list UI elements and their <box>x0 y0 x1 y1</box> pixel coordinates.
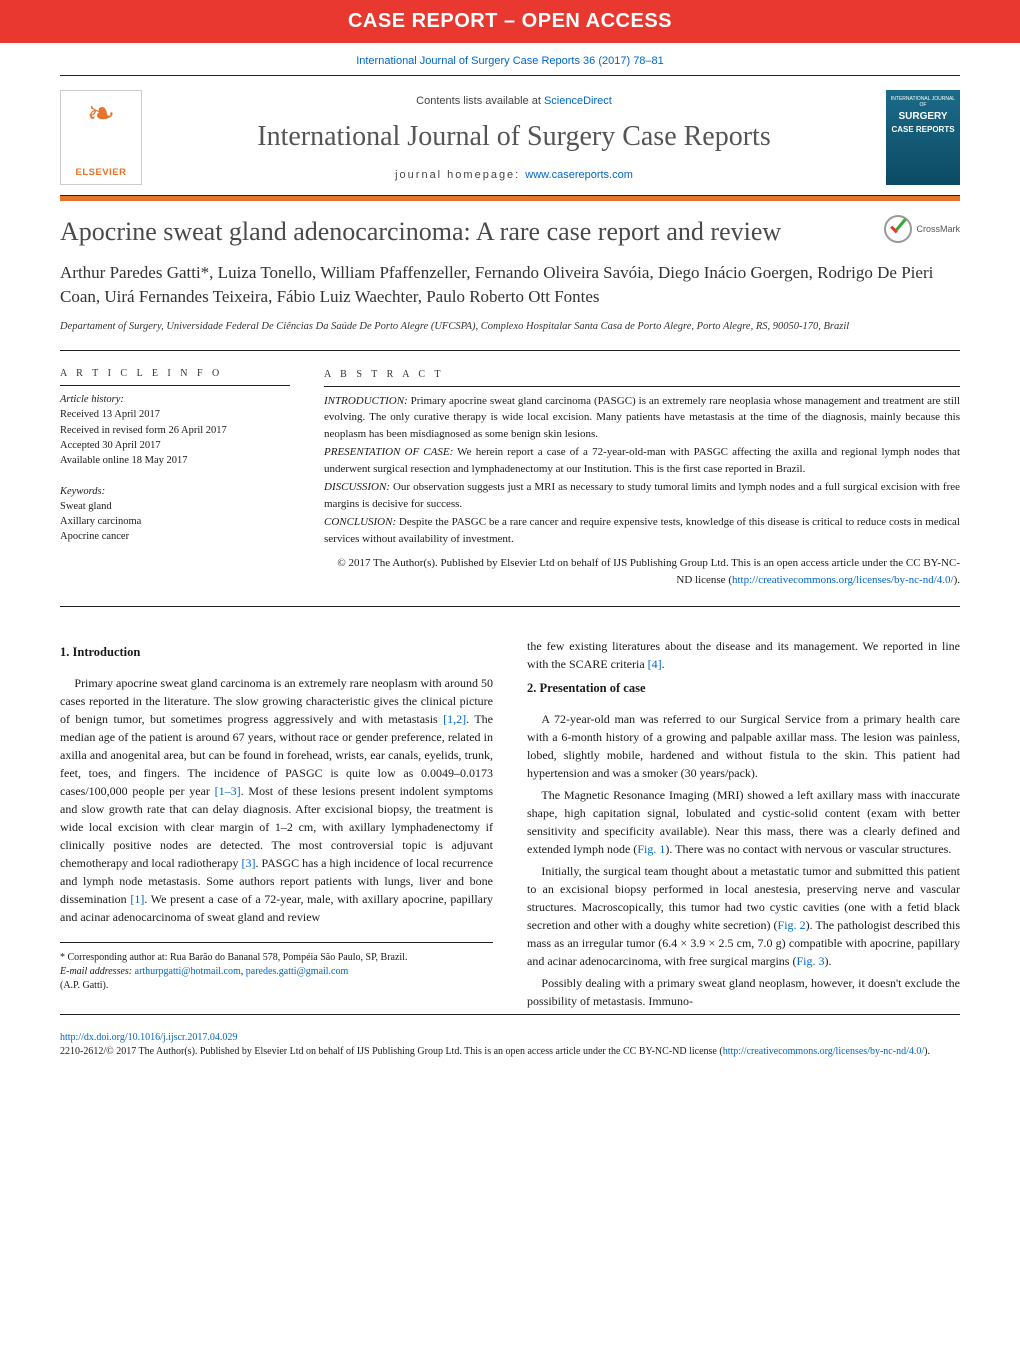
ref-3[interactable]: [3] <box>241 856 255 870</box>
case-p3: Initially, the surgical team thought abo… <box>527 862 960 970</box>
email-2[interactable]: paredes.gatti@gmail.com <box>246 966 349 977</box>
doi-link[interactable]: http://dx.doi.org/10.1016/j.ijscr.2017.0… <box>60 1032 237 1043</box>
contents-line: Contents lists available at ScienceDirec… <box>160 95 868 107</box>
case-p2: The Magnetic Resonance Imaging (MRI) sho… <box>527 786 960 858</box>
sciencedirect-link[interactable]: ScienceDirect <box>544 95 612 107</box>
ref-1[interactable]: [1] <box>130 892 144 906</box>
section-1-heading: 1. Introduction <box>60 643 493 662</box>
p4c: ). <box>824 954 831 968</box>
bottom-rule <box>60 1014 960 1015</box>
email-line: E-mail addresses: arthurpgatti@hotmail.c… <box>60 965 493 979</box>
revised-date: Received in revised form 26 April 2017 <box>60 423 290 438</box>
cover-line1: INTERNATIONAL JOURNAL OF <box>888 96 958 108</box>
received-date: Received 13 April 2017 <box>60 407 290 422</box>
abstract-heading: A B S T R A C T <box>324 367 960 382</box>
elsevier-tree-icon: ❧ <box>87 97 116 131</box>
crossmark-badge[interactable]: CrossMark <box>884 215 960 243</box>
affiliation: Departament of Surgery, Universidade Fed… <box>60 320 960 334</box>
footer-cc-link[interactable]: http://creativecommons.org/licenses/by-n… <box>723 1046 924 1057</box>
email-label: E-mail addresses: <box>60 966 135 977</box>
journal-banner: ❧ ELSEVIER Contents lists available at S… <box>0 76 1020 195</box>
accepted-date: Accepted 30 April 2017 <box>60 438 290 453</box>
p1a: Primary apocrine sweat gland carcinoma i… <box>60 676 493 726</box>
copyright-close: ). <box>954 574 960 586</box>
homepage-link[interactable]: www.casereports.com <box>525 169 633 181</box>
homepage-line: journal homepage: www.casereports.com <box>160 169 868 181</box>
keyword-2: Axillary carcinoma <box>60 514 290 529</box>
fig-1-link[interactable]: Fig. 1 <box>637 842 665 856</box>
fig-3-link[interactable]: Fig. 3 <box>796 954 824 968</box>
issn-text-b: ). <box>924 1046 930 1057</box>
homepage-prefix: journal homepage: <box>395 169 525 181</box>
email-1[interactable]: arthurpgatti@hotmail.com <box>135 966 241 977</box>
keyword-1: Sweat gland <box>60 499 290 514</box>
article-title: Apocrine sweat gland adenocarcinoma: A r… <box>60 215 864 249</box>
crossmark-label: CrossMark <box>916 224 960 234</box>
abstract-column: A B S T R A C T INTRODUCTION: Primary ap… <box>324 367 960 589</box>
email-author: (A.P. Gatti). <box>60 979 493 993</box>
online-date: Available online 18 May 2017 <box>60 453 290 468</box>
abs-disc: Our observation suggests just a MRI as n… <box>324 481 960 510</box>
journal-name: International Journal of Surgery Case Re… <box>160 121 868 153</box>
p1g: . <box>662 657 665 671</box>
corresponding-author: * Corresponding author at: Rua Barão do … <box>60 951 493 965</box>
abs-intro-label: INTRODUCTION: <box>324 395 408 407</box>
abs-disc-label: DISCUSSION: <box>324 481 390 493</box>
cc-license-link[interactable]: http://creativecommons.org/licenses/by-n… <box>732 574 954 586</box>
info-rule <box>60 385 290 386</box>
journal-cover: INTERNATIONAL JOURNAL OF SURGERY CASE RE… <box>886 90 960 185</box>
issn-line: 2210-2612/© 2017 The Author(s). Publishe… <box>60 1045 960 1059</box>
case-p1: A 72-year-old man was referred to our Su… <box>527 710 960 782</box>
issn-text-a: 2210-2612/© 2017 The Author(s). Publishe… <box>60 1046 723 1057</box>
elsevier-logo: ❧ ELSEVIER <box>60 90 142 185</box>
ref-4[interactable]: [4] <box>648 657 662 671</box>
case-p4: Possibly dealing with a primary sweat gl… <box>527 974 960 1010</box>
p3b: ). There was no contact with nervous or … <box>665 842 951 856</box>
authors-list: Arthur Paredes Gatti*, Luiza Tonello, Wi… <box>60 261 960 310</box>
abstract-copyright: © 2017 The Author(s). Published by Elsev… <box>324 555 960 588</box>
elsevier-text: ELSEVIER <box>76 167 127 178</box>
p1f: the few existing literatures about the d… <box>527 639 960 671</box>
cover-line2: SURGERY <box>888 111 958 122</box>
intro-continuation: the few existing literatures about the d… <box>527 637 960 673</box>
fig-2-link[interactable]: Fig. 2 <box>778 918 806 932</box>
abstract-rule <box>324 386 960 387</box>
footer-info: http://dx.doi.org/10.1016/j.ijscr.2017.0… <box>0 1021 1020 1079</box>
contents-prefix: Contents lists available at <box>416 95 544 107</box>
abs-case-label: PRESENTATION OF CASE: <box>324 446 453 458</box>
section-2-heading: 2. Presentation of case <box>527 679 960 698</box>
abs-conc: Despite the PASGC be a rare cancer and r… <box>324 516 960 545</box>
abs-intro: Primary apocrine sweat gland carcinoma (… <box>324 395 960 440</box>
cover-line3: CASE REPORTS <box>888 125 958 134</box>
orange-accent-bar <box>60 196 960 201</box>
body-columns: 1. Introduction Primary apocrine sweat g… <box>60 637 960 1010</box>
crossmark-icon <box>884 215 912 243</box>
intro-paragraph: Primary apocrine sweat gland carcinoma i… <box>60 674 493 926</box>
ref-1-2[interactable]: [1,2] <box>443 712 466 726</box>
keywords-label: Keywords: <box>60 486 105 497</box>
footnotes: * Corresponding author at: Rua Barão do … <box>60 942 493 993</box>
article-info-column: A R T I C L E I N F O Article history: R… <box>60 367 290 589</box>
journal-citation: International Journal of Surgery Case Re… <box>0 43 1020 75</box>
abs-conc-label: CONCLUSION: <box>324 516 396 528</box>
history-label: Article history: <box>60 394 124 405</box>
keyword-3: Apocrine cancer <box>60 529 290 544</box>
article-info-heading: A R T I C L E I N F O <box>60 367 290 382</box>
banner-center: Contents lists available at ScienceDirec… <box>160 95 868 181</box>
ref-1-3[interactable]: [1–3] <box>215 784 241 798</box>
open-access-bar: CASE REPORT – OPEN ACCESS <box>0 0 1020 43</box>
